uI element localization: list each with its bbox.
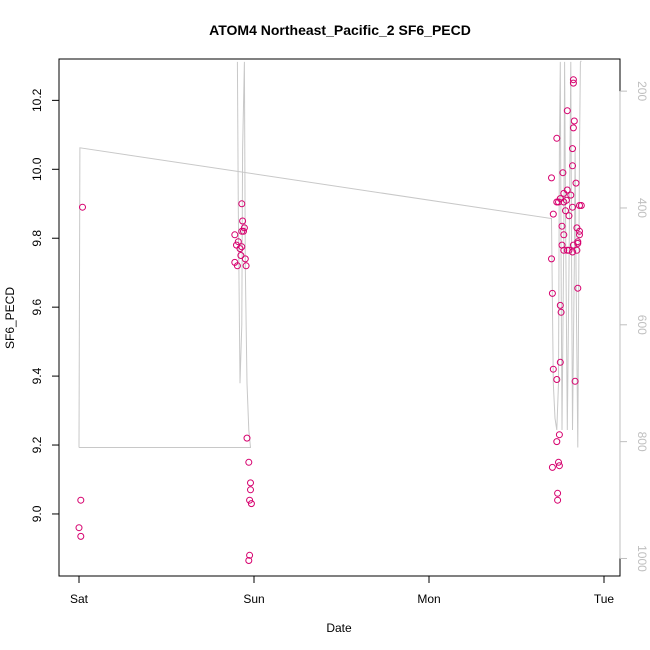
data-point xyxy=(556,301,564,309)
data-point xyxy=(549,210,557,218)
data-point xyxy=(554,489,562,497)
data-point xyxy=(548,174,555,182)
data-point xyxy=(563,186,571,194)
data-point xyxy=(548,463,556,471)
data-point xyxy=(574,284,582,292)
data-point xyxy=(238,200,246,208)
data-point xyxy=(555,458,562,466)
y2-tick-label: 200 xyxy=(635,81,649,101)
data-point xyxy=(574,238,582,246)
data-point xyxy=(569,162,576,170)
data-point xyxy=(570,117,578,125)
y2-tick-label: 1000 xyxy=(635,545,649,572)
data-point xyxy=(234,238,242,246)
x-tick-label: Mon xyxy=(417,592,440,606)
y-tick-label: 9.2 xyxy=(30,436,44,453)
data-point xyxy=(548,289,556,297)
data-point xyxy=(233,262,241,270)
data-point xyxy=(555,462,563,470)
data-point xyxy=(245,458,253,466)
data-point xyxy=(569,203,576,211)
data-point xyxy=(240,227,247,235)
data-point xyxy=(245,557,253,564)
data-point xyxy=(569,76,577,84)
data-point xyxy=(576,231,583,239)
data-point xyxy=(565,246,573,254)
data-point xyxy=(569,241,577,249)
x-axis: Sat Sun Mon Tue xyxy=(70,575,615,606)
data-point xyxy=(554,496,562,504)
y2-tick-label: 400 xyxy=(635,198,649,218)
data-point xyxy=(239,217,247,225)
data-point xyxy=(238,243,246,251)
y-tick-label: 9.8 xyxy=(30,230,44,247)
data-point xyxy=(237,252,245,259)
y2-tick-label: 800 xyxy=(635,432,649,452)
data-point xyxy=(569,248,576,256)
data-point xyxy=(576,227,583,235)
data-point xyxy=(558,222,566,230)
data-point xyxy=(557,308,565,316)
data-point xyxy=(246,496,254,504)
data-point xyxy=(555,198,562,206)
data-point xyxy=(565,212,573,220)
data-point xyxy=(247,486,254,494)
data-point xyxy=(562,207,569,215)
data-point xyxy=(569,145,576,153)
data-point xyxy=(553,376,561,383)
data-point xyxy=(77,496,85,504)
y-axis-label: SF6_PECD xyxy=(3,287,17,349)
data-point xyxy=(577,202,585,209)
x-tick-label: Tue xyxy=(594,592,615,606)
y-tick-label: 9.0 xyxy=(30,505,44,522)
y2-tick-label: 600 xyxy=(635,315,649,335)
data-point xyxy=(563,107,571,115)
data-point xyxy=(79,203,86,211)
data-point xyxy=(571,377,579,385)
y-tick-label: 9.6 xyxy=(30,298,44,315)
data-point xyxy=(567,191,575,199)
data-point xyxy=(236,245,244,253)
data-point xyxy=(549,365,557,373)
y-axis-left: 9.0 9.2 9.4 9.6 9.8 10.0 10.2 xyxy=(30,88,60,522)
data-point xyxy=(569,79,577,87)
y-tick-label: 10.2 xyxy=(30,88,44,112)
data-point xyxy=(569,124,577,132)
data-point xyxy=(240,224,248,232)
data-point xyxy=(560,246,568,254)
x-tick-label: Sun xyxy=(243,592,264,606)
y-tick-label: 10.0 xyxy=(30,157,44,181)
data-point xyxy=(231,231,239,239)
data-point xyxy=(247,500,255,508)
data-point xyxy=(573,246,581,254)
data-points-layer xyxy=(75,76,585,564)
data-point xyxy=(555,431,563,439)
data-point xyxy=(559,169,567,177)
x-axis-label: Date xyxy=(326,621,352,635)
data-point xyxy=(556,358,564,366)
y-axis-right: 200 400 600 800 1000 xyxy=(619,81,649,572)
y-tick-label: 9.4 xyxy=(30,367,44,384)
data-point xyxy=(560,231,568,239)
chart-title: ATOM4 Northeast_Pacific_2 SF6_PECD xyxy=(209,22,471,38)
data-point xyxy=(562,196,570,204)
x-tick-label: Sat xyxy=(70,592,89,606)
data-point xyxy=(75,524,83,532)
data-point xyxy=(553,134,561,142)
data-point xyxy=(242,262,250,270)
data-point xyxy=(553,438,561,446)
data-point xyxy=(246,551,254,559)
data-point xyxy=(548,255,555,263)
data-point xyxy=(77,532,85,540)
data-point xyxy=(243,434,251,442)
data-point xyxy=(247,479,254,487)
data-point xyxy=(241,255,249,263)
data-point xyxy=(572,179,580,187)
